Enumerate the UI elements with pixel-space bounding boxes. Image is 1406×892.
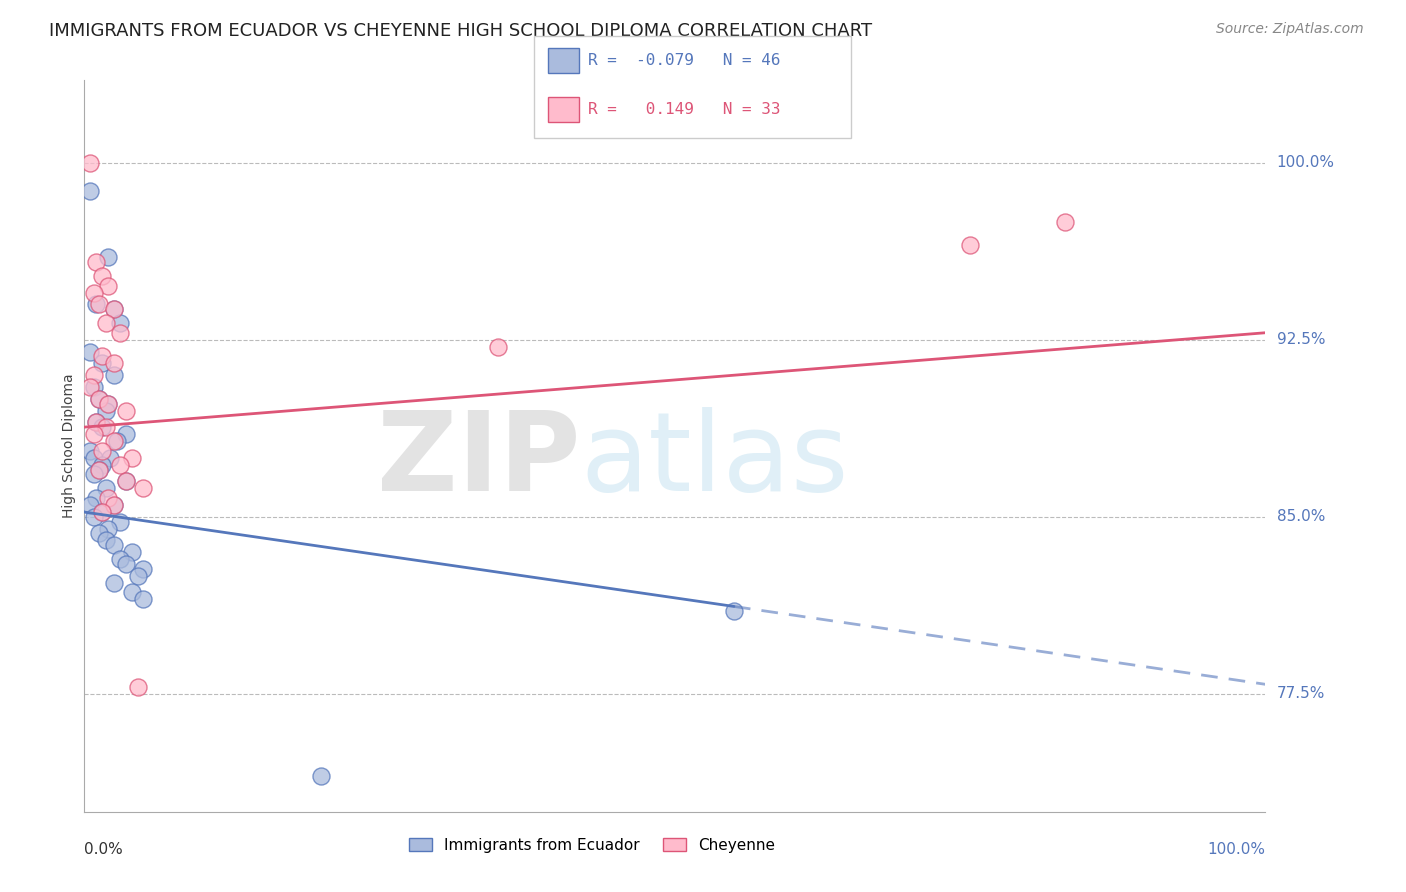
- Point: [84, 416, 107, 430]
- Point: [486, 340, 509, 354]
- Point: [132, 592, 155, 607]
- Point: [94, 482, 117, 496]
- Text: 100.0%: 100.0%: [1208, 842, 1265, 857]
- Point: [94, 316, 117, 330]
- Point: [83, 467, 105, 482]
- Point: [108, 458, 131, 472]
- Point: [108, 316, 131, 330]
- Text: R =  -0.079   N = 46: R = -0.079 N = 46: [588, 54, 780, 68]
- Text: IMMIGRANTS FROM ECUADOR VS CHEYENNE HIGH SCHOOL DIPLOMA CORRELATION CHART: IMMIGRANTS FROM ECUADOR VS CHEYENNE HIGH…: [49, 22, 872, 40]
- Point: [91, 458, 114, 472]
- Point: [103, 368, 125, 383]
- Point: [98, 450, 121, 465]
- Point: [127, 680, 149, 694]
- Point: [91, 420, 114, 434]
- Point: [87, 392, 110, 406]
- Text: 100.0%: 100.0%: [1277, 155, 1334, 170]
- Point: [285, 816, 308, 830]
- Point: [83, 368, 105, 383]
- Point: [91, 443, 114, 458]
- Point: [83, 509, 105, 524]
- Point: [132, 482, 155, 496]
- Point: [121, 545, 143, 559]
- Point: [94, 420, 117, 434]
- Point: [84, 416, 107, 430]
- Point: [114, 475, 136, 489]
- Point: [103, 575, 125, 590]
- Text: R =   0.149   N = 33: R = 0.149 N = 33: [588, 103, 780, 117]
- Point: [79, 443, 101, 458]
- Point: [79, 380, 101, 394]
- Point: [108, 326, 131, 340]
- Point: [107, 434, 129, 449]
- Point: [97, 250, 120, 264]
- Point: [87, 392, 110, 406]
- Point: [132, 562, 155, 576]
- Point: [83, 380, 105, 394]
- Point: [79, 498, 101, 512]
- Point: [103, 538, 125, 552]
- Point: [103, 434, 125, 449]
- Point: [103, 302, 125, 317]
- Point: [439, 888, 461, 892]
- Point: [97, 396, 120, 410]
- Point: [114, 427, 136, 442]
- Point: [79, 156, 101, 170]
- Point: [83, 285, 105, 300]
- Point: [103, 356, 125, 370]
- Point: [94, 403, 117, 417]
- Point: [1053, 215, 1076, 229]
- Point: [83, 427, 105, 442]
- Point: [959, 238, 981, 252]
- Point: [87, 462, 110, 476]
- Point: [91, 505, 114, 519]
- Point: [84, 297, 107, 311]
- Point: [108, 515, 131, 529]
- Point: [94, 533, 117, 548]
- Point: [87, 462, 110, 476]
- Point: [84, 255, 107, 269]
- Y-axis label: High School Diploma: High School Diploma: [62, 374, 76, 518]
- Point: [114, 557, 136, 571]
- Point: [114, 403, 136, 417]
- Point: [87, 297, 110, 311]
- Point: [127, 568, 149, 582]
- Text: 92.5%: 92.5%: [1277, 333, 1324, 347]
- Point: [114, 475, 136, 489]
- Point: [83, 450, 105, 465]
- Point: [97, 278, 120, 293]
- Text: 0.0%: 0.0%: [84, 842, 124, 857]
- Point: [121, 450, 143, 465]
- Point: [723, 604, 745, 618]
- Text: Source: ZipAtlas.com: Source: ZipAtlas.com: [1216, 22, 1364, 37]
- Text: atlas: atlas: [581, 407, 849, 514]
- Point: [309, 769, 332, 783]
- Point: [91, 356, 114, 370]
- Point: [97, 396, 120, 410]
- Text: 77.5%: 77.5%: [1277, 686, 1324, 701]
- Point: [97, 491, 120, 505]
- Point: [84, 491, 107, 505]
- Point: [97, 522, 120, 536]
- Text: 85.0%: 85.0%: [1277, 509, 1324, 524]
- Point: [103, 498, 125, 512]
- Point: [79, 344, 101, 359]
- Point: [121, 585, 143, 599]
- Text: ZIP: ZIP: [377, 407, 581, 514]
- Point: [103, 498, 125, 512]
- Point: [108, 552, 131, 566]
- Point: [79, 184, 101, 198]
- Point: [91, 269, 114, 284]
- Point: [87, 526, 110, 541]
- Point: [91, 349, 114, 363]
- Legend: Immigrants from Ecuador, Cheyenne: Immigrants from Ecuador, Cheyenne: [404, 831, 782, 859]
- Point: [103, 302, 125, 317]
- Point: [91, 505, 114, 519]
